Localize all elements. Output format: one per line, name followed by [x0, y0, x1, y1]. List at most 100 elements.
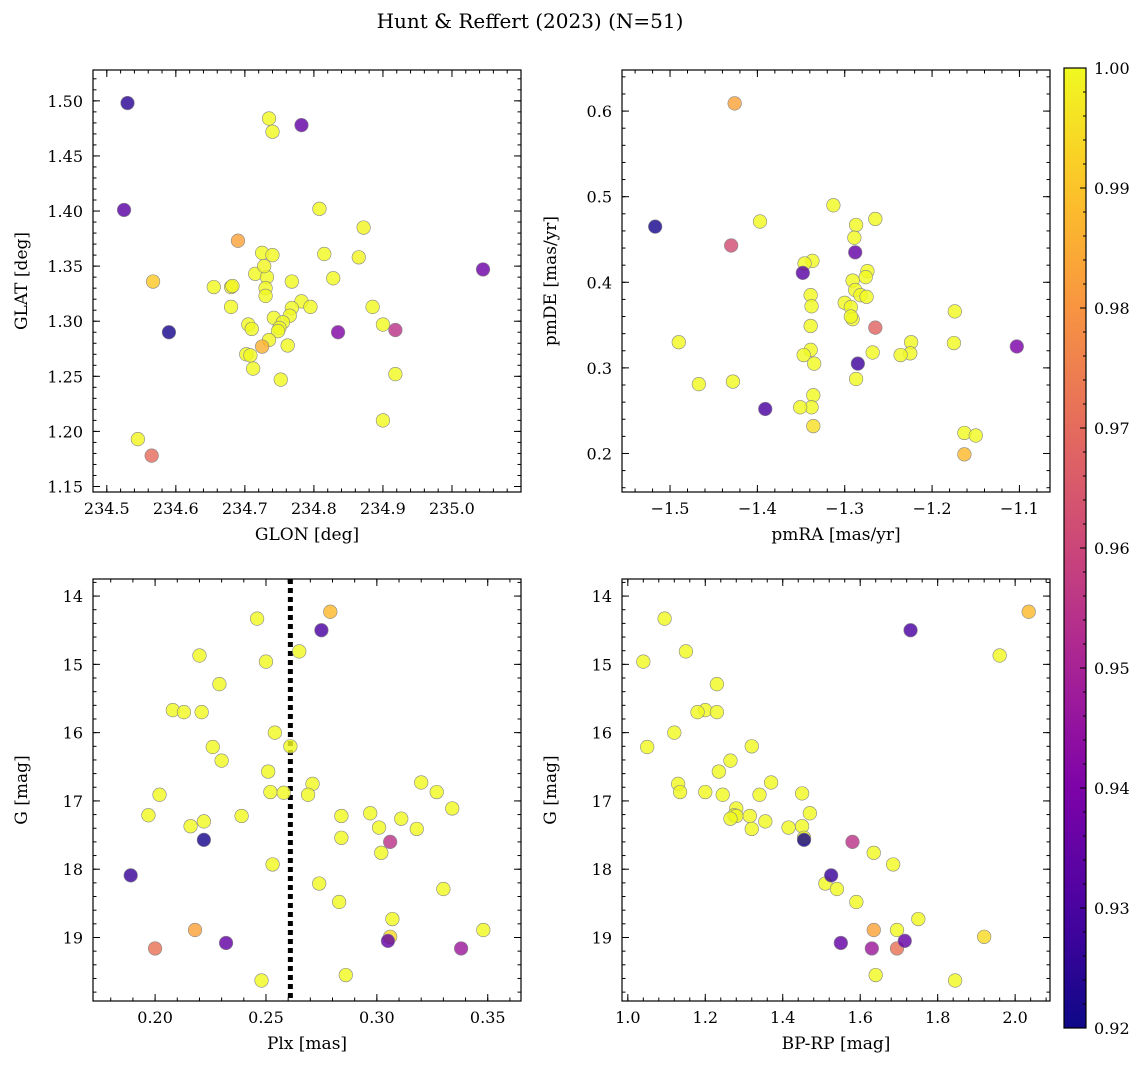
data-point	[144, 448, 159, 463]
data-point	[709, 705, 724, 720]
data-point	[284, 274, 299, 289]
x-axis-label: Plx [mas]	[267, 1034, 347, 1054]
data-point	[326, 271, 341, 286]
data-point	[709, 677, 724, 692]
scatter-points	[648, 96, 1024, 462]
y-axis-label: GLAT [deg]	[12, 232, 32, 330]
data-point	[265, 857, 280, 872]
scatter-points	[123, 604, 491, 988]
data-point	[323, 604, 338, 619]
data-point	[294, 117, 309, 133]
data-point	[725, 374, 741, 389]
data-point	[476, 922, 491, 938]
x-tick-label: −1.2	[913, 499, 952, 518]
data-point	[338, 967, 353, 983]
data-point	[283, 739, 298, 754]
x-tick-label: 234.8	[291, 499, 337, 518]
data-point	[330, 325, 346, 340]
y-tick-label: 17	[592, 792, 612, 811]
colorbar-tick-label: 0.95	[1094, 659, 1130, 678]
data-point	[752, 787, 767, 802]
x-tick-label: 1.0	[615, 1008, 640, 1027]
y-tick-label: 0.4	[587, 273, 612, 292]
data-point	[429, 784, 444, 800]
x-axis-label: BP-RP [mag]	[782, 1034, 891, 1054]
data-point	[795, 819, 810, 834]
y-axis-label: G [mag]	[541, 755, 561, 824]
colorbar-tick-label: 0.99	[1094, 179, 1130, 198]
y-tick-label: 14	[63, 587, 83, 606]
data-point	[214, 753, 229, 768]
data-point	[244, 321, 259, 337]
data-point	[258, 654, 274, 669]
data-point	[795, 786, 810, 801]
data-point	[889, 922, 905, 938]
data-point	[744, 821, 759, 837]
data-point	[977, 929, 992, 944]
x-tick-label: 1.6	[847, 1008, 872, 1027]
data-point	[803, 318, 818, 334]
data-point	[246, 361, 261, 376]
data-point	[640, 739, 655, 755]
y-tick-label: 16	[592, 724, 612, 743]
y-tick-label: 15	[592, 655, 612, 674]
scatter-panel-4: 1.0 1.2 1.4 1.6 1.8 2.0 14 15 16 17 18 19 BP-RP [mag…	[541, 578, 1051, 1054]
x-axis-label: GLON [deg]	[255, 525, 359, 545]
data-point	[223, 299, 239, 314]
data-point	[727, 96, 742, 111]
data-point	[742, 808, 757, 824]
x-tick-label: 1.4	[770, 1008, 795, 1027]
y-tick-label: 1.35	[47, 257, 83, 276]
data-point	[388, 367, 403, 382]
figure-title: Hunt & Reffert (2023) (N=51)	[377, 9, 684, 33]
y-axis-label: G [mag]	[12, 755, 32, 824]
y-tick-label: 19	[592, 928, 612, 947]
data-point	[866, 922, 881, 938]
data-point	[868, 211, 883, 227]
data-point	[234, 808, 249, 824]
y-tick-label: 16	[63, 724, 83, 743]
y-tick-label: 1.45	[47, 147, 83, 166]
data-point	[280, 338, 295, 353]
data-point	[864, 941, 879, 956]
data-point	[374, 845, 389, 860]
data-point	[793, 400, 808, 415]
data-point	[273, 372, 288, 387]
data-point	[849, 894, 864, 910]
y-tick-label: 14	[592, 587, 612, 606]
x-tick-label: 0.30	[359, 1008, 395, 1027]
colorbar-tick-label: 0.98	[1094, 299, 1130, 318]
axes-frame	[92, 578, 522, 1002]
data-point	[147, 941, 163, 956]
data-point	[636, 654, 651, 669]
data-point	[363, 806, 378, 821]
scatter-panel-2: −1.5 −1.4 −1.3 −1.2 −1.1 0.2 0.3 0.4 0.5 0.6 pmRA …	[541, 69, 1051, 545]
data-point	[265, 124, 280, 139]
data-point	[865, 345, 880, 360]
data-point	[414, 775, 429, 790]
data-point	[254, 973, 269, 988]
data-point	[334, 808, 349, 824]
x-tick-label: 0.35	[470, 1008, 506, 1027]
data-point	[824, 868, 839, 883]
data-point	[141, 808, 156, 823]
data-point	[130, 432, 145, 447]
data-point	[690, 705, 705, 720]
data-point	[257, 259, 272, 274]
data-point	[866, 845, 881, 860]
data-point	[781, 820, 796, 835]
data-point	[715, 787, 730, 802]
data-point	[957, 447, 972, 462]
data-point	[317, 246, 332, 262]
data-point	[829, 881, 845, 897]
data-point	[868, 320, 883, 335]
x-tick-label: 0.20	[137, 1008, 173, 1027]
y-tick-label: 15	[63, 655, 83, 674]
data-point	[212, 677, 227, 692]
data-point	[968, 428, 983, 443]
data-point	[205, 739, 220, 755]
scatter-points	[116, 95, 491, 463]
data-point	[454, 941, 469, 956]
data-point	[678, 644, 694, 659]
data-point	[388, 322, 403, 338]
